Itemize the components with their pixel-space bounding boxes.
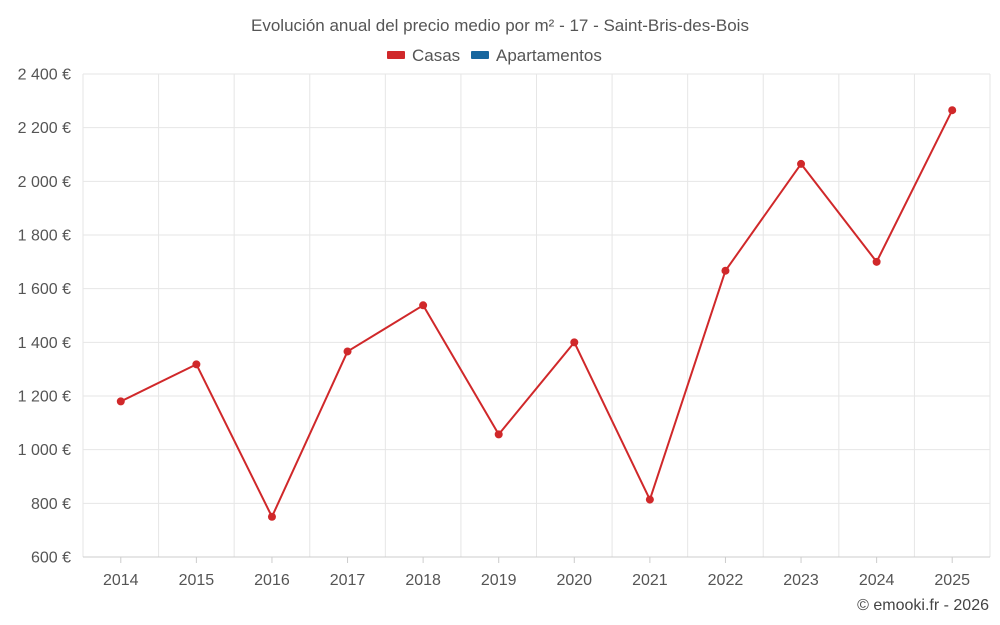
data-point-casas-2022[interactable]	[721, 266, 730, 275]
series-casas	[116, 106, 957, 521]
legend-label-casas: Casas	[412, 46, 460, 65]
x-tick-label: 2015	[179, 572, 215, 589]
data-point-casas-2025[interactable]	[948, 106, 957, 115]
x-tick-label: 2016	[254, 572, 290, 589]
data-point-casas-2023[interactable]	[797, 159, 806, 168]
x-tick-label: 2018	[405, 572, 441, 589]
x-tick-label: 2022	[708, 572, 744, 589]
y-tick-label: 1 600 €	[18, 281, 71, 298]
axes: 600 € 800 € 1 000 € 1 200 € 1 400 € 1 600 € 1 …	[18, 67, 990, 589]
x-tick-label: 2014	[103, 572, 139, 589]
x-tick-label: 2019	[481, 572, 517, 589]
data-point-casas-2019[interactable]	[494, 430, 503, 439]
y-tick-label: 1 800 €	[18, 228, 71, 245]
x-tick-label: 2023	[783, 572, 819, 589]
x-tick-label: 2021	[632, 572, 668, 589]
x-tick-label: 2024	[859, 572, 895, 589]
x-tick-label: 2017	[330, 572, 366, 589]
grid	[82, 73, 991, 558]
chart-title: Evolución anual del precio medio por m² …	[251, 16, 749, 35]
legend-label-apartamentos: Apartamentos	[496, 46, 602, 65]
x-tick-label: 2025	[934, 572, 970, 589]
legend: Casas Apartamentos	[387, 46, 602, 65]
legend-item-apartamentos[interactable]: Apartamentos	[471, 46, 602, 65]
legend-item-casas[interactable]: Casas	[387, 46, 460, 65]
y-tick-label: 1 000 €	[18, 442, 71, 459]
x-tick-label: 2020	[556, 572, 592, 589]
data-point-casas-2021[interactable]	[645, 495, 654, 504]
legend-swatch-casas	[387, 51, 405, 59]
data-point-casas-2024[interactable]	[872, 257, 881, 266]
legend-swatch-apartamentos	[471, 51, 489, 59]
data-point-casas-2020[interactable]	[570, 338, 579, 347]
data-point-casas-2018[interactable]	[419, 301, 428, 310]
y-tick-label: 2 200 €	[18, 120, 71, 137]
data-point-casas-2017[interactable]	[343, 347, 352, 356]
data-point-casas-2016[interactable]	[267, 512, 276, 521]
y-tick-label: 2 400 €	[18, 67, 71, 84]
data-point-casas-2014[interactable]	[116, 397, 125, 406]
series-line-casas	[120, 109, 954, 518]
y-tick-label: 600 €	[31, 550, 71, 567]
data-point-casas-2015[interactable]	[192, 360, 201, 369]
y-tick-label: 2 000 €	[18, 174, 71, 191]
credit-text: © emooki.fr - 2026	[857, 597, 989, 614]
y-tick-label: 1 400 €	[18, 335, 71, 352]
y-tick-label: 1 200 €	[18, 389, 71, 406]
y-tick-label: 800 €	[31, 496, 71, 513]
